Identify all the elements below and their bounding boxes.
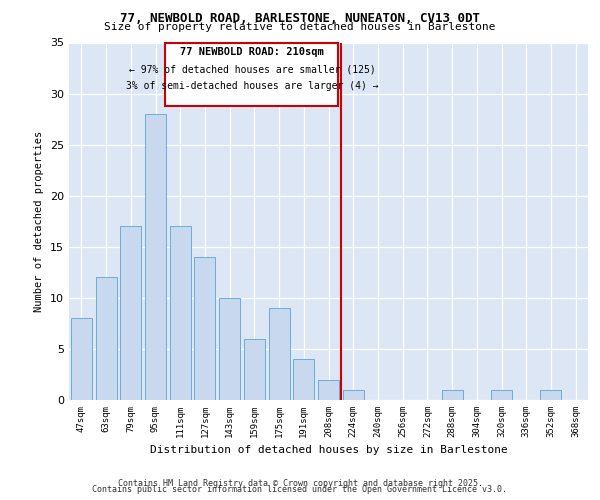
Text: 77, NEWBOLD ROAD, BARLESTONE, NUNEATON, CV13 0DT: 77, NEWBOLD ROAD, BARLESTONE, NUNEATON, … (120, 12, 480, 26)
Bar (343, 390, 364, 400)
Bar (318, 380, 339, 400)
Text: Contains HM Land Registry data © Crown copyright and database right 2025.: Contains HM Land Registry data © Crown c… (118, 478, 482, 488)
Text: ← 97% of detached houses are smaller (125): ← 97% of detached houses are smaller (12… (128, 65, 375, 75)
Text: 3% of semi-detached houses are larger (4) →: 3% of semi-detached houses are larger (4… (125, 82, 378, 92)
Bar (491, 390, 512, 400)
Bar (244, 338, 265, 400)
Bar (219, 298, 240, 400)
FancyBboxPatch shape (166, 42, 338, 106)
Bar (71, 318, 92, 400)
Bar (95, 278, 116, 400)
Bar (269, 308, 290, 400)
Text: Contains public sector information licensed under the Open Government Licence v3: Contains public sector information licen… (92, 485, 508, 494)
Bar (442, 390, 463, 400)
Text: Size of property relative to detached houses in Barlestone: Size of property relative to detached ho… (104, 22, 496, 32)
Bar (194, 257, 215, 400)
X-axis label: Distribution of detached houses by size in Barlestone: Distribution of detached houses by size … (149, 446, 508, 456)
Bar (145, 114, 166, 400)
Bar (293, 359, 314, 400)
Text: 77 NEWBOLD ROAD: 210sqm: 77 NEWBOLD ROAD: 210sqm (180, 46, 324, 56)
Y-axis label: Number of detached properties: Number of detached properties (34, 130, 44, 312)
Bar (170, 226, 191, 400)
Bar (541, 390, 562, 400)
Bar (120, 226, 141, 400)
